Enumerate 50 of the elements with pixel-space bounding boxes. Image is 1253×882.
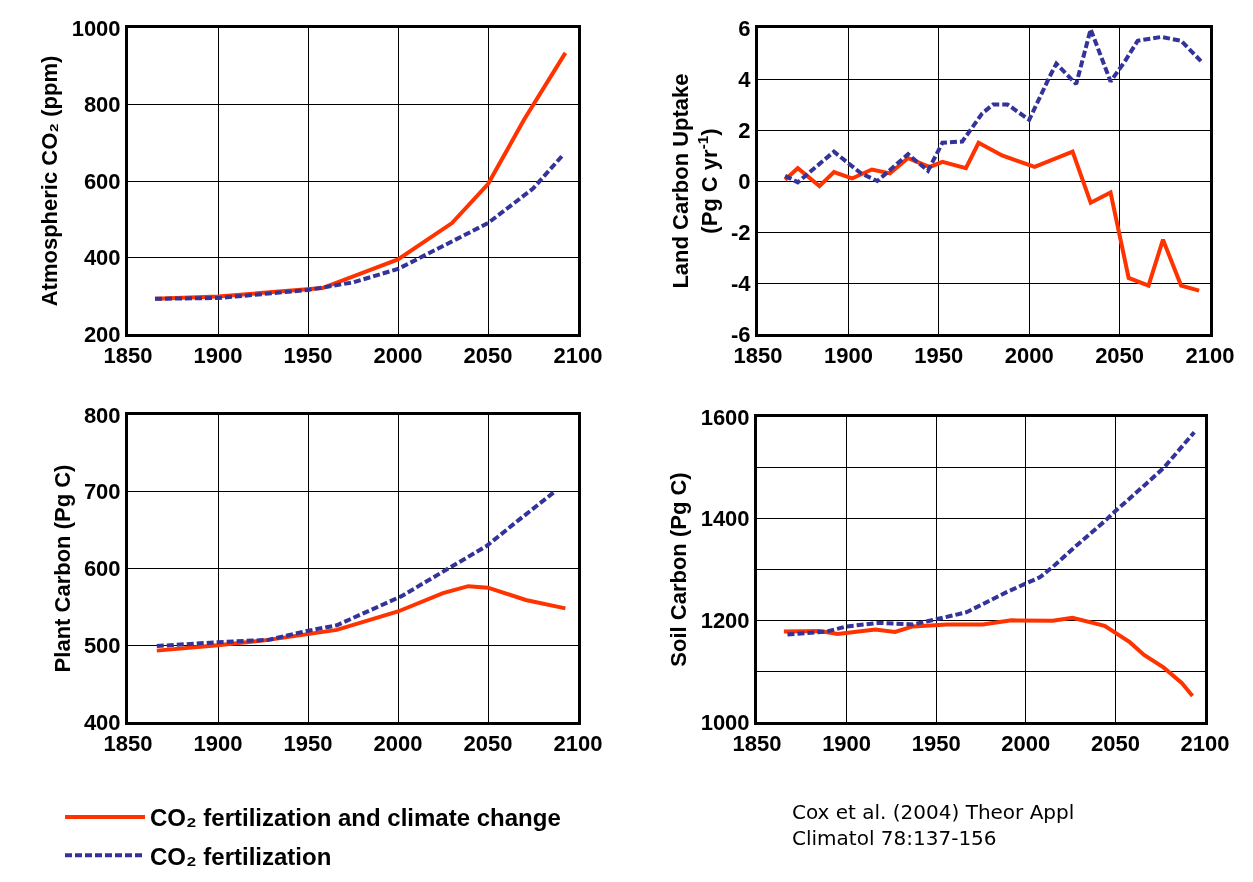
line-series: [153, 152, 566, 301]
x-tick-label: 2050: [1090, 731, 1140, 757]
x-tick-label: 1900: [193, 343, 243, 369]
y-axis-title: Soil Carbon (Pg C): [666, 472, 692, 667]
y-tick-label: -2: [731, 219, 751, 245]
y-axis-title: Plant Carbon (Pg C): [49, 464, 75, 673]
line-series: [783, 140, 1202, 293]
y-axis-title: Atmospheric CO₂ (ppm): [37, 55, 63, 307]
y-tick-label: 600: [83, 556, 121, 582]
y-tick-label: 6: [738, 15, 751, 41]
legend-label: CO₂ fertilization: [150, 842, 332, 870]
y-tick-label: 1400: [700, 506, 750, 532]
line-series: [154, 584, 568, 653]
x-tick-label: 2000: [373, 343, 423, 369]
line-series: [783, 28, 1203, 185]
y-tick-label: 1000: [71, 15, 121, 41]
x-tick-label: 2000: [373, 731, 423, 757]
x-tick-label: 2000: [1001, 731, 1051, 757]
x-tick-label: 2100: [553, 343, 603, 369]
x-tick-label: 1900: [822, 731, 872, 757]
x-tick-label: 1950: [911, 731, 961, 757]
y-tick-label: 600: [83, 168, 121, 194]
x-tick-label: 2100: [553, 731, 603, 757]
y-tick-label: 1600: [700, 404, 750, 430]
line-series: [785, 430, 1197, 637]
line-series: [781, 615, 1195, 699]
y-tick-label: 2: [738, 117, 751, 143]
x-tick-label: 2050: [463, 731, 513, 757]
x-tick-label: 1900: [193, 731, 243, 757]
y-tick-label: 0: [738, 168, 751, 194]
y-tick-label: 400: [83, 245, 121, 271]
x-tick-label: 1900: [823, 343, 873, 369]
text: Cox et al. (2004) Theor Appl Climatol 78:137-156: [792, 800, 1075, 850]
y-tick-label: 800: [83, 402, 121, 428]
y-tick-label: 500: [83, 632, 121, 658]
x-tick-label: 1950: [283, 731, 333, 757]
x-tick-label: 1950: [914, 343, 964, 369]
y-tick-label: 800: [83, 92, 121, 118]
line-series: [154, 489, 557, 649]
y-tick-label: 1200: [700, 608, 750, 634]
x-tick-label: 2050: [463, 343, 513, 369]
x-tick-label: 2100: [1185, 343, 1235, 369]
x-tick-label: 2100: [1180, 731, 1230, 757]
x-tick-label: 2050: [1095, 343, 1145, 369]
y-tick-label: 700: [83, 479, 121, 505]
legend-label: CO₂ fertilization and climate change: [150, 804, 561, 832]
y-tick-label: -4: [731, 270, 752, 296]
x-tick-label: 2000: [1004, 343, 1054, 369]
y-tick-label: 4: [738, 66, 752, 92]
x-tick-label: 1950: [283, 343, 333, 369]
